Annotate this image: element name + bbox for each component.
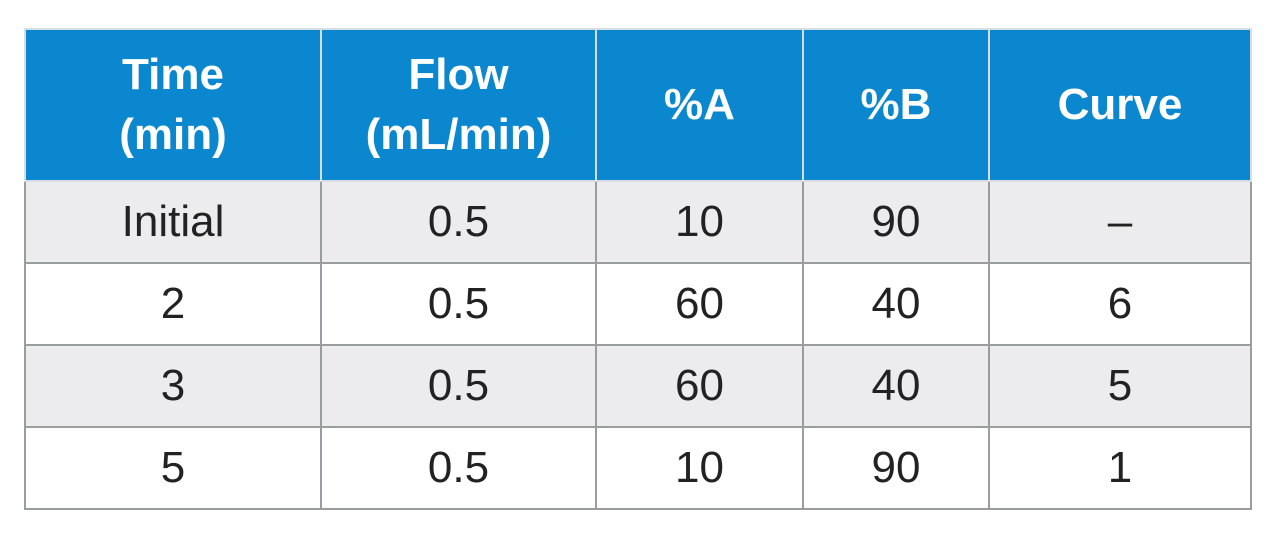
column-header-curve: Curve [988,28,1252,182]
cell-percent-a: 10 [595,426,804,510]
cell-percent-b: 40 [802,344,990,428]
header-line: Time [122,50,224,99]
cell-curve: 6 [988,262,1252,346]
cell-time: Initial [24,180,322,264]
table-row: 2 0.5 60 40 6 [24,262,1252,346]
gradient-table-container: Time (min) Flow (mL/min) %A %B Curve [24,28,1252,510]
cell-percent-a: 10 [595,180,804,264]
header-line: Flow [408,50,509,99]
cell-curve: 5 [988,344,1252,428]
cell-percent-b: 90 [802,426,990,510]
cell-curve: – [988,180,1252,264]
header-line: (min) [119,110,227,159]
cell-percent-b: 40 [802,262,990,346]
cell-flow: 0.5 [320,262,597,346]
table-row: 3 0.5 60 40 5 [24,344,1252,428]
cell-time: 3 [24,344,322,428]
cell-time: 5 [24,426,322,510]
cell-percent-a: 60 [595,262,804,346]
cell-time: 2 [24,262,322,346]
cell-percent-a: 60 [595,344,804,428]
cell-flow: 0.5 [320,344,597,428]
cell-percent-b: 90 [802,180,990,264]
table-row: 5 0.5 10 90 1 [24,426,1252,510]
column-header-time: Time (min) [24,28,322,182]
header-line: (mL/min) [365,110,552,159]
header-line: %A [664,80,735,129]
cell-flow: 0.5 [320,180,597,264]
table-row: Initial 0.5 10 90 – [24,180,1252,264]
table-body: Initial 0.5 10 90 – 2 0.5 60 40 6 3 0.5 … [24,180,1252,510]
column-header-percent-b: %B [802,28,990,182]
column-header-flow: Flow (mL/min) [320,28,597,182]
column-header-percent-a: %A [595,28,804,182]
header-row: Time (min) Flow (mL/min) %A %B Curve [24,28,1252,182]
table-header: Time (min) Flow (mL/min) %A %B Curve [24,28,1252,182]
gradient-table: Time (min) Flow (mL/min) %A %B Curve [24,28,1252,510]
header-line: Curve [1057,80,1183,129]
cell-curve: 1 [988,426,1252,510]
header-line: %B [860,80,932,129]
cell-flow: 0.5 [320,426,597,510]
